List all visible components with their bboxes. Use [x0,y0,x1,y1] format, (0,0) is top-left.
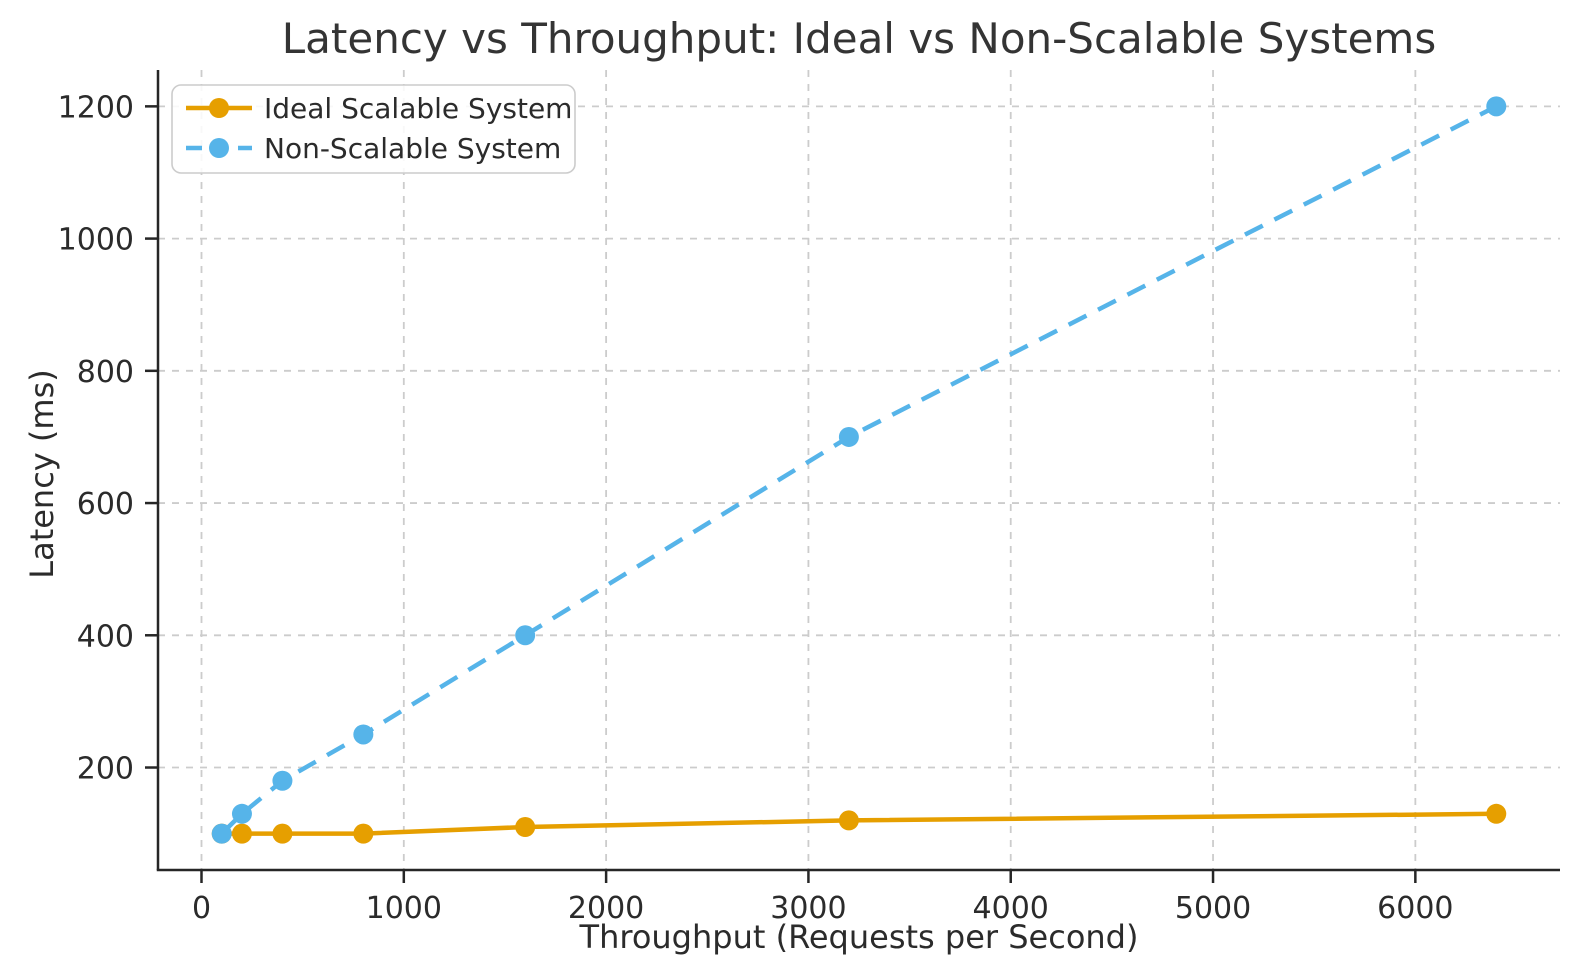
data-point-marker-1 [211,823,232,844]
x-tick-label: 6000 [1377,891,1453,926]
x-tick-label: 1000 [366,891,442,926]
y-tick-label: 600 [77,487,134,522]
y-tick-label: 400 [77,619,134,654]
data-point-marker-0 [838,810,859,831]
x-tick-label: 3000 [770,891,846,926]
legend-label-0: Ideal Scalable System [264,92,572,125]
data-point-marker-0 [231,823,252,844]
legend-label-1: Non-Scalable System [264,132,561,165]
data-point-marker-0 [515,817,536,838]
data-point-marker-1 [515,625,536,646]
x-axis-label: Throughput (Requests per Second) [579,918,1139,956]
x-tick-label: 0 [192,891,211,926]
y-tick-label: 1200 [58,90,134,125]
data-point-marker-1 [231,803,252,824]
x-tick-label: 4000 [973,891,1049,926]
legend-marker-0 [209,98,229,118]
data-point-marker-0 [1486,803,1507,824]
data-point-marker-0 [353,823,374,844]
x-tick-label: 2000 [568,891,644,926]
y-tick-label: 800 [77,355,134,390]
x-tick-label: 5000 [1175,891,1251,926]
data-point-marker-1 [353,724,374,745]
chart-title: Latency vs Throughput: Ideal vs Non-Scal… [281,14,1437,63]
series-line-0 [221,811,1497,836]
data-point-marker-1 [272,770,293,791]
legend-marker-1 [209,138,229,158]
series-line-1 [220,104,1498,836]
y-tick-label: 1000 [58,223,134,258]
y-axis-label: Latency (ms) [23,369,61,579]
data-point-marker-1 [1486,96,1507,117]
data-point-marker-0 [272,823,293,844]
data-point-marker-1 [838,426,859,447]
y-tick-label: 200 [77,752,134,787]
legend-box [171,84,576,174]
